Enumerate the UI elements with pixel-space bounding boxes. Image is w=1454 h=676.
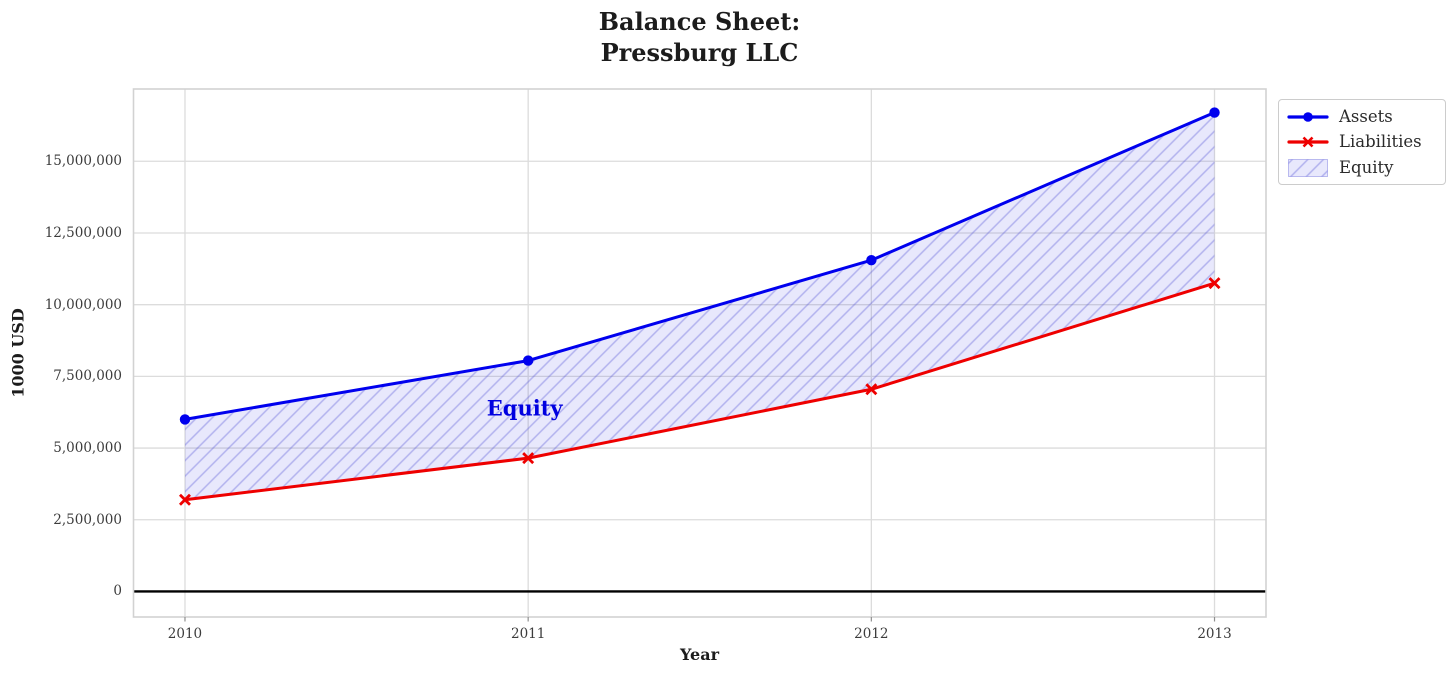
chart-title-line1: Balance Sheet:	[598, 7, 801, 36]
liabilities-marker	[865, 383, 878, 396]
x-tick-label: 2012	[854, 626, 889, 642]
y-tick-label: 0	[113, 583, 122, 600]
assets-marker	[1209, 107, 1220, 118]
y-tick-label: 2,500,000	[53, 511, 122, 528]
liabilities-marker	[1208, 277, 1221, 290]
x-tick-label: 2013	[1197, 626, 1232, 642]
legend-label: Assets	[1339, 106, 1393, 126]
equity-area-annotation: Equity	[486, 395, 563, 421]
assets-marker	[866, 255, 877, 266]
liabilities-line	[183, 281, 1217, 502]
legend-line-circle-swatch	[1287, 111, 1329, 122]
y-tick-label: 12,500,000	[44, 224, 122, 241]
x-tick-label: 2011	[510, 626, 546, 642]
assets-line	[183, 111, 1217, 421]
legend-patch-hatch-swatch	[1288, 158, 1328, 177]
legend-label: Equity	[1339, 157, 1394, 177]
x-axis-label: Year	[679, 645, 719, 664]
legend-label: Liabilities	[1339, 132, 1422, 151]
chart-title-line2: Pressburg LLC	[600, 38, 799, 67]
liabilities-marker	[178, 493, 191, 506]
legend-item-assets: Assets	[1287, 106, 1437, 128]
x-tick-label: 2010	[167, 626, 203, 642]
legend-item-liabilities: Liabilities	[1287, 131, 1437, 153]
liabilities-marker	[522, 452, 535, 465]
chart-title: Balance Sheet: Pressburg LLC	[133, 6, 1266, 68]
assets-marker	[179, 414, 191, 425]
legend-item-equity: Equity	[1287, 157, 1437, 179]
plot-frame	[132, 88, 1267, 618]
legend-line-x-swatch	[1287, 136, 1329, 148]
assets-marker	[522, 355, 534, 366]
equity-area-hatch	[184, 112, 1215, 500]
y-tick-label: 10,000,000	[44, 296, 122, 313]
y-tick-label: 5,000,000	[53, 440, 122, 457]
y-tick-label: 7,500,000	[53, 368, 122, 385]
y-tick-label: 15,000,000	[44, 153, 122, 170]
legend: Assets Liabilities Equity	[1278, 99, 1446, 185]
